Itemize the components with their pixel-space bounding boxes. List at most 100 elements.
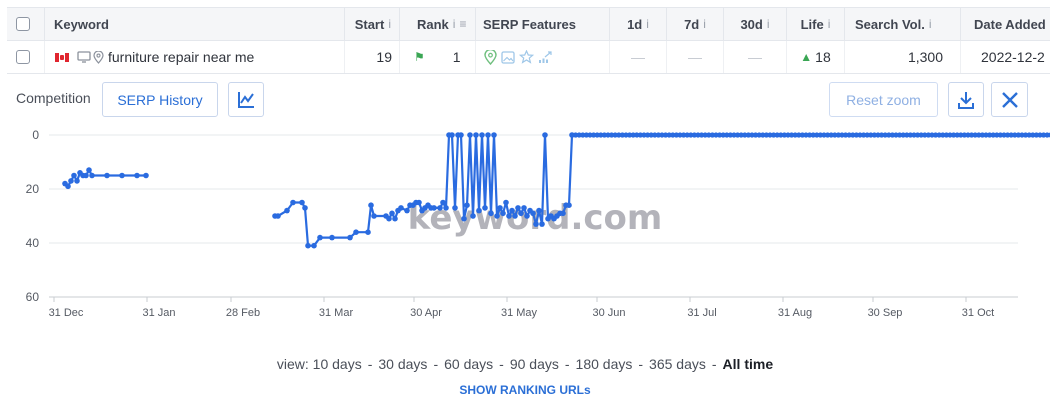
data-point[interactable] [810, 132, 816, 138]
serp-history-button[interactable]: SERP History [102, 82, 218, 117]
data-point[interactable] [458, 132, 464, 138]
data-point[interactable] [598, 132, 604, 138]
data-point[interactable] [663, 132, 669, 138]
data-point[interactable] [470, 213, 476, 219]
data-point[interactable] [868, 132, 874, 138]
data-point[interactable] [933, 132, 939, 138]
data-point[interactable] [688, 132, 694, 138]
data-point[interactable] [605, 132, 611, 138]
data-point[interactable] [983, 132, 989, 138]
data-point[interactable] [846, 132, 852, 138]
data-point[interactable] [799, 132, 806, 138]
data-point[interactable] [467, 132, 473, 138]
data-point[interactable] [1012, 132, 1018, 138]
data-point[interactable] [1044, 132, 1050, 138]
data-point[interactable] [749, 132, 755, 138]
data-point[interactable] [641, 132, 647, 138]
data-point[interactable] [305, 242, 311, 249]
rank-series[interactable] [62, 132, 1050, 249]
data-point[interactable] [576, 132, 582, 138]
data-point[interactable] [539, 221, 545, 227]
data-point[interactable] [83, 172, 89, 179]
data-point[interactable] [299, 199, 305, 206]
table-row[interactable]: furniture repair near me 19 ⚑ 1 — — — ▲ … [7, 41, 1050, 74]
data-point[interactable] [990, 132, 996, 138]
data-point[interactable] [591, 132, 597, 138]
data-point[interactable] [506, 213, 512, 219]
data-point[interactable] [616, 132, 622, 138]
data-point[interactable] [284, 207, 290, 214]
data-point[interactable] [731, 132, 737, 138]
data-point[interactable] [404, 207, 410, 214]
data-point[interactable] [275, 213, 281, 219]
data-point[interactable] [745, 132, 752, 138]
keyword-cell[interactable]: furniture repair near me [45, 41, 345, 73]
data-point[interactable] [86, 167, 92, 173]
data-point[interactable] [904, 132, 910, 138]
data-point[interactable] [709, 132, 716, 138]
col-rank[interactable]: Rank i ≡ [400, 8, 476, 40]
data-point[interactable] [655, 132, 662, 138]
data-point[interactable] [925, 132, 932, 138]
data-point[interactable] [648, 132, 654, 138]
data-point[interactable] [580, 132, 586, 138]
download-button[interactable] [948, 82, 984, 117]
data-point[interactable] [134, 172, 140, 179]
data-point[interactable] [476, 207, 482, 214]
data-point[interactable] [512, 213, 518, 219]
col-date-added[interactable]: Date Added [961, 8, 1050, 40]
series-line[interactable] [275, 133, 1050, 247]
data-point[interactable] [681, 132, 687, 138]
data-point[interactable] [724, 132, 730, 138]
data-point[interactable] [915, 132, 921, 138]
data-point[interactable] [753, 132, 759, 138]
data-point[interactable] [886, 132, 892, 138]
data-point[interactable] [965, 132, 971, 138]
data-point[interactable] [630, 132, 636, 138]
data-point[interactable] [897, 132, 903, 138]
data-point[interactable] [803, 132, 809, 138]
data-point[interactable] [843, 132, 849, 138]
data-point[interactable] [612, 132, 618, 138]
data-point[interactable] [853, 132, 860, 138]
data-point[interactable] [437, 205, 443, 211]
data-point[interactable] [119, 172, 125, 179]
data-point[interactable] [1005, 132, 1011, 138]
data-point[interactable] [488, 210, 494, 217]
data-point[interactable] [500, 210, 506, 217]
data-point[interactable] [835, 132, 842, 138]
data-point[interactable] [573, 132, 579, 138]
data-point[interactable] [1023, 132, 1029, 138]
data-point[interactable] [530, 210, 536, 217]
data-point[interactable] [479, 132, 485, 138]
data-point[interactable] [785, 132, 791, 138]
data-point[interactable] [518, 210, 524, 217]
data-point[interactable] [623, 132, 629, 138]
data-point[interactable] [389, 210, 395, 217]
data-point[interactable] [943, 132, 950, 138]
data-point[interactable] [1019, 132, 1025, 138]
data-point[interactable] [767, 132, 773, 138]
view-option-365-days[interactable]: 365 days [649, 356, 706, 372]
data-point[interactable] [695, 132, 701, 138]
view-option-180-days[interactable]: 180 days [575, 356, 633, 372]
data-point[interactable] [979, 132, 986, 138]
data-point[interactable] [392, 215, 398, 222]
data-point[interactable] [961, 132, 968, 138]
data-point[interactable] [89, 172, 95, 179]
data-point[interactable] [386, 215, 392, 222]
col-search-volume[interactable]: Search Vol. i [845, 8, 961, 40]
data-point[interactable] [473, 132, 479, 138]
data-point[interactable] [368, 202, 374, 208]
data-point[interactable] [329, 234, 335, 241]
col-1d[interactable]: 1d i [610, 8, 667, 40]
show-ranking-urls-link[interactable]: SHOW RANKING URLs [459, 383, 591, 397]
data-point[interactable] [706, 132, 712, 138]
data-point[interactable] [583, 132, 590, 138]
data-point[interactable] [987, 132, 993, 138]
data-point[interactable] [684, 132, 690, 138]
data-point[interactable] [940, 132, 946, 138]
data-point[interactable] [792, 132, 798, 138]
data-point[interactable] [807, 132, 813, 138]
data-point[interactable] [879, 132, 885, 138]
